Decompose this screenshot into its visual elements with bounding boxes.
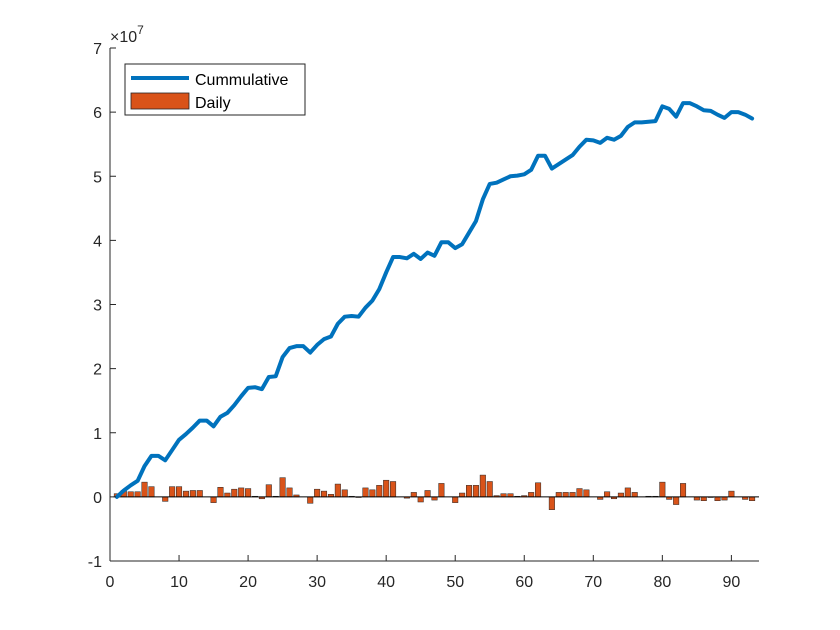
daily-bar: [238, 487, 245, 498]
legend-label-daily: Daily: [195, 95, 231, 112]
daily-bar: [162, 496, 169, 502]
daily-bar: [535, 482, 542, 498]
y-exponent-power: 7: [137, 23, 144, 37]
daily-bar: [376, 485, 383, 498]
legend-label-cumulative: Cummulative: [195, 72, 288, 89]
x-tick-label: 20: [239, 574, 257, 591]
daily-bar: [459, 492, 466, 498]
daily-bar: [390, 481, 397, 498]
daily-bar: [148, 486, 155, 498]
x-tick-label: 70: [584, 574, 602, 591]
daily-bar: [700, 496, 707, 501]
daily-bar: [486, 481, 493, 498]
daily-bar: [714, 496, 721, 501]
x-tick-label: 0: [106, 574, 115, 591]
cumulative-line-layer: [114, 101, 755, 499]
daily-bar: [728, 490, 735, 498]
daily-bar: [528, 492, 535, 498]
y-tick-label: -1: [88, 554, 102, 571]
daily-bar: [583, 489, 590, 498]
daily-bar: [659, 481, 666, 498]
y-tick-label: 1: [93, 426, 102, 443]
daily-bar: [369, 489, 376, 498]
daily-bar: [265, 484, 272, 498]
x-tick-label: 10: [170, 574, 188, 591]
daily-bar: [410, 492, 417, 498]
daily-bar: [472, 485, 479, 498]
x-tick-label: 30: [308, 574, 326, 591]
daily-bar: [479, 474, 486, 498]
x-tick-label: 50: [446, 574, 464, 591]
x-tick-label: 40: [377, 574, 395, 591]
y-exponent-label: ×107: [110, 23, 144, 46]
legend: Cummulative Daily: [124, 63, 306, 116]
daily-bar: [452, 496, 459, 503]
daily-bar: [604, 491, 611, 498]
daily-bar: [466, 485, 473, 498]
daily-bar: [617, 492, 624, 498]
daily-bar: [314, 488, 321, 498]
daily-bar: [196, 490, 203, 498]
daily-bar: [231, 488, 238, 498]
daily-bar: [321, 490, 328, 498]
daily-bar: [307, 496, 314, 504]
daily-bar: [438, 483, 445, 498]
daily-bar: [245, 488, 252, 498]
daily-bar: [176, 486, 183, 498]
svg-text:×107: ×107: [110, 23, 144, 46]
y-exponent-base: 10: [119, 29, 137, 46]
daily-bar: [334, 483, 341, 498]
daily-bar: [673, 496, 680, 505]
daily-bar: [182, 490, 189, 498]
x-tick-label: 80: [653, 574, 671, 591]
daily-bar: [279, 477, 286, 498]
daily-bar: [224, 492, 231, 498]
daily-bar: [286, 487, 293, 498]
x-tick-label: 60: [515, 574, 533, 591]
daily-bar: [631, 492, 638, 498]
cumulative-line: [114, 101, 755, 499]
daily-bar: [127, 491, 134, 498]
daily-bar: [555, 492, 562, 498]
daily-bar: [417, 496, 424, 503]
y-tick-label: 2: [93, 362, 102, 379]
daily-bar: [210, 496, 217, 503]
x-tick-label: 90: [722, 574, 740, 591]
daily-bar: [424, 490, 431, 498]
y-tick-label: 6: [93, 105, 102, 122]
daily-bar: [141, 481, 148, 498]
daily-bar: [169, 486, 176, 498]
y-tick-label: 0: [93, 490, 102, 507]
daily-bar: [680, 483, 687, 498]
y-tick-label: 7: [93, 41, 102, 58]
daily-bar: [749, 496, 756, 501]
daily-bar: [189, 490, 196, 498]
daily-bar: [569, 492, 576, 498]
daily-bars: [113, 474, 759, 510]
daily-bar: [624, 487, 631, 498]
daily-bar: [134, 491, 141, 498]
y-tick-label: 3: [93, 298, 102, 315]
daily-bar: [562, 492, 569, 498]
daily-bar: [217, 487, 224, 498]
y-tick-label: 5: [93, 169, 102, 186]
daily-bar: [576, 488, 583, 498]
y-exponent-times: ×: [110, 29, 119, 46]
y-tick-label: 4: [93, 233, 102, 250]
legend-bar-swatch: [130, 92, 190, 110]
daily-bar: [341, 489, 348, 498]
daily-bar: [548, 496, 555, 510]
daily-bar: [362, 487, 369, 498]
daily-bar: [383, 479, 390, 498]
